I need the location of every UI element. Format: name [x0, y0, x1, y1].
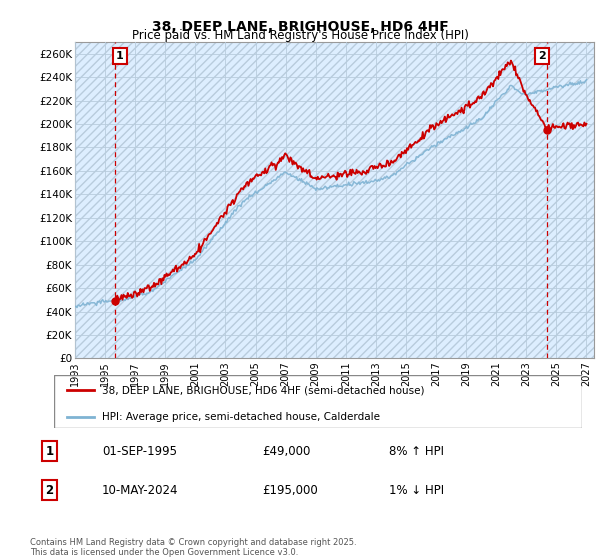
Text: £195,000: £195,000: [262, 484, 317, 497]
Text: Contains HM Land Registry data © Crown copyright and database right 2025.
This d: Contains HM Land Registry data © Crown c…: [30, 538, 356, 557]
Text: 38, DEEP LANE, BRIGHOUSE, HD6 4HF (semi-detached house): 38, DEEP LANE, BRIGHOUSE, HD6 4HF (semi-…: [101, 385, 424, 395]
Text: 1: 1: [116, 51, 124, 61]
Text: 38, DEEP LANE, BRIGHOUSE, HD6 4HF: 38, DEEP LANE, BRIGHOUSE, HD6 4HF: [152, 20, 448, 34]
Text: 10-MAY-2024: 10-MAY-2024: [102, 484, 178, 497]
Text: 2: 2: [538, 51, 546, 61]
Text: 01-SEP-1995: 01-SEP-1995: [102, 445, 177, 458]
Text: Price paid vs. HM Land Registry's House Price Index (HPI): Price paid vs. HM Land Registry's House …: [131, 29, 469, 42]
Text: £49,000: £49,000: [262, 445, 310, 458]
Text: 8% ↑ HPI: 8% ↑ HPI: [389, 445, 444, 458]
Text: 1: 1: [45, 445, 53, 458]
Text: 2: 2: [45, 484, 53, 497]
Text: HPI: Average price, semi-detached house, Calderdale: HPI: Average price, semi-detached house,…: [101, 412, 380, 422]
Text: 1% ↓ HPI: 1% ↓ HPI: [389, 484, 444, 497]
